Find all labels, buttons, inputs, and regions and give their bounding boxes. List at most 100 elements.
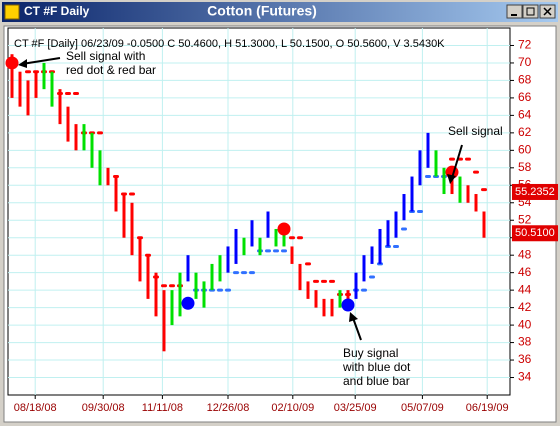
window-buttons[interactable] [506,4,556,19]
y-tick-label: 38 [518,335,532,349]
y-tick-label: 42 [518,300,532,314]
info-line: CT #F [Daily] 06/23/09 -0.0500 C 50.4600… [14,38,445,50]
y-tick-label: 58 [518,160,532,174]
stop-dot [289,236,295,240]
minimize-button[interactable] [506,4,523,19]
x-tick-label: 11/11/08 [142,402,183,414]
price-bar [242,237,246,256]
price-bar [442,167,446,195]
stop-dot [449,157,455,161]
stop-dot [225,288,231,292]
price-bar [170,290,174,326]
plot-area [7,27,511,396]
price-bar [138,237,142,282]
stop-dot [313,279,319,283]
stop-dot [393,244,399,248]
price-bar [226,246,230,273]
stop-dot [417,210,423,213]
price-bar [42,62,46,90]
arrow [21,57,61,65]
stop-dot [265,249,271,253]
price-bar [434,150,438,177]
price-bar [266,211,270,238]
stop-dot [73,92,79,96]
stop-dot [329,279,335,283]
arrow [352,317,362,341]
arrow-head [349,312,358,322]
price-bar [482,211,486,238]
price-bar [34,71,38,98]
price-bar [306,281,310,299]
stop-dot [465,157,471,161]
stop-dot [97,131,103,135]
y-tick-label: 64 [518,108,532,122]
annotation-text: with blue dot [342,360,411,374]
annotation-text: and blue bar [343,374,410,388]
price-label: 50.5100 [515,227,555,239]
price-bar [322,298,326,317]
price-bar [18,71,22,107]
maximize-icon [526,7,535,16]
stop-dot [273,249,279,253]
stop-dot [249,271,255,275]
x-tick-label: 06/19/09 [466,402,509,414]
y-tick-label: 36 [518,352,532,366]
price-bar [394,211,398,238]
price-bar [114,176,118,212]
signal-dot [5,56,19,70]
price-bar [146,255,150,299]
maximize-button[interactable] [522,4,539,19]
price-bar [202,281,206,308]
stop-dot [241,271,247,275]
price-bar [106,167,110,186]
stop-dot [217,288,223,292]
price-bar [338,290,342,308]
close-icon [543,7,552,16]
price-bar [122,194,126,238]
signal-dot [181,296,195,310]
y-tick-label: 48 [518,247,532,261]
price-bar [410,176,414,212]
stop-dot [425,175,431,179]
y-tick-label: 40 [518,317,532,331]
stop-dot [169,284,175,288]
y-tick-label: 52 [518,212,532,226]
price-bar [298,263,302,291]
x-tick-label: 02/10/09 [271,402,314,414]
x-tick-label: 09/30/08 [82,402,125,414]
chart-title: Cotton (Futures) [207,3,317,19]
price-bar [98,150,102,186]
price-bar [418,150,422,186]
price-bar [66,106,70,142]
x-tick-label: 08/18/08 [14,402,57,414]
price-bar [466,185,470,203]
stop-dot [233,271,239,275]
stop-dot [129,192,135,196]
y-tick-label: 34 [518,370,532,384]
price-bar [186,255,190,282]
price-bar [74,124,78,151]
arrow [451,144,463,179]
price-bar [90,132,94,168]
stop-dot [25,70,31,74]
price-bar [474,194,478,212]
stop-dot [65,92,71,96]
arrow-head [18,59,27,68]
price-bar [234,228,238,264]
price-bar [362,255,366,282]
price-bar [162,290,166,352]
price-bar [402,194,406,221]
x-tick-label: 03/25/09 [334,402,377,414]
price-bar [26,80,30,116]
price-bar [378,228,382,264]
price-bar [386,220,390,247]
price-label: 55.2352 [515,186,555,198]
price-label-box [512,183,558,200]
stop-dot [473,170,479,174]
y-tick-label: 46 [518,265,532,279]
stop-dot [369,275,375,279]
y-tick-label: 72 [518,38,532,52]
x-tick-label: 05/07/09 [401,402,444,414]
price-bar [210,263,214,291]
